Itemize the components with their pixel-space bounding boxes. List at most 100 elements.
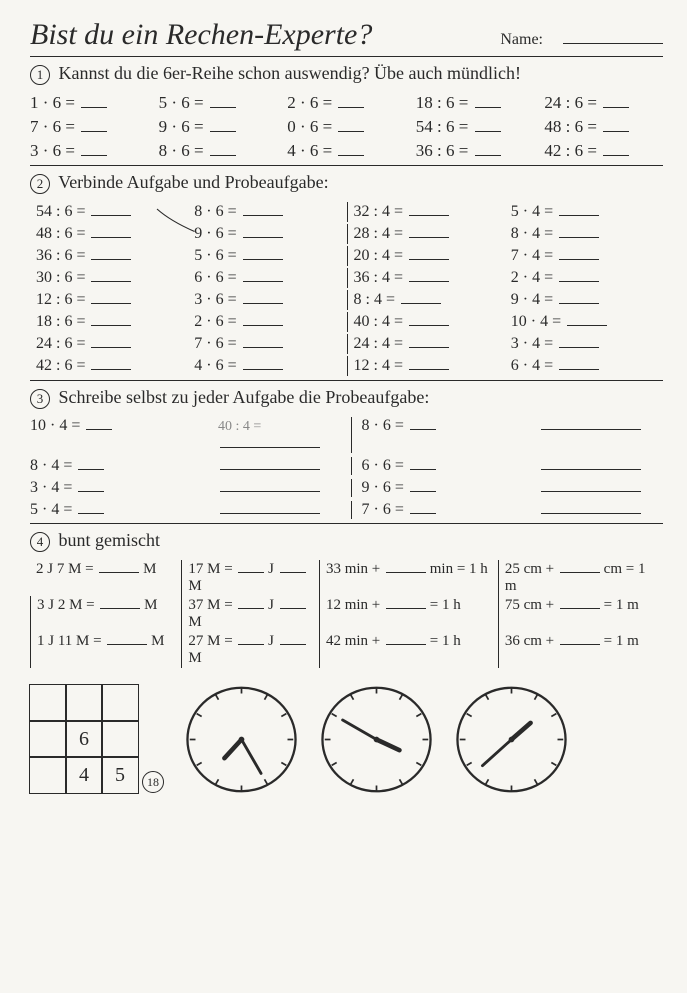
grid-cell[interactable]: [29, 720, 66, 757]
problem[interactable]: 36 : 4 =: [347, 268, 505, 288]
problem[interactable]: 42 min + = 1 h: [319, 632, 498, 668]
problem[interactable]: 27 M = J M: [181, 632, 319, 668]
problem[interactable]: 8 · 6 =: [351, 417, 531, 453]
problem[interactable]: 9 · 6 =: [159, 117, 278, 137]
problem[interactable]: 3 · 4 =: [505, 334, 663, 354]
problem[interactable]: 17 M = J M: [181, 560, 319, 596]
divider: [30, 56, 663, 57]
problem[interactable]: 20 : 4 =: [347, 246, 505, 266]
problem[interactable]: 28 : 4 =: [347, 224, 505, 244]
section-1-text: Kannst du die 6er-Reihe schon auswendig?…: [59, 63, 522, 83]
problem[interactable]: 4 · 6 =: [287, 141, 406, 161]
problem[interactable]: 36 : 6 =: [30, 246, 188, 266]
problem[interactable]: 1 J 11 M = M: [30, 632, 181, 668]
grid-cell[interactable]: 6: [65, 720, 102, 757]
problem[interactable]: 7 · 6 =: [188, 334, 346, 354]
problem[interactable]: 30 : 6 =: [30, 268, 188, 288]
problem[interactable]: 7 · 6 =: [351, 501, 531, 519]
problem[interactable]: 42 : 6 =: [544, 141, 663, 161]
problem[interactable]: 9 · 6 =: [188, 224, 346, 244]
problem[interactable]: 3 · 4 =: [30, 479, 210, 497]
problem[interactable]: 25 cm + cm = 1 m: [498, 560, 663, 596]
problem[interactable]: 8 : 4 =: [347, 290, 505, 310]
problem[interactable]: 36 cm + = 1 m: [498, 632, 663, 668]
problem[interactable]: 5 · 6 =: [159, 93, 278, 113]
clock-2: [319, 682, 434, 797]
probe-line[interactable]: [218, 457, 343, 475]
problem[interactable]: 36 : 6 =: [416, 141, 535, 161]
problem[interactable]: 3 · 6 =: [30, 141, 149, 161]
problem[interactable]: 37 M = J M: [181, 596, 319, 632]
problem[interactable]: 12 min + = 1 h: [319, 596, 498, 632]
problem[interactable]: 1 · 6 =: [30, 93, 149, 113]
probe-line[interactable]: 40 : 4 =: [218, 417, 343, 453]
problem[interactable]: 2 J 7 M = M: [30, 560, 181, 596]
problem[interactable]: 48 : 6 =: [30, 224, 188, 244]
problem[interactable]: 18 : 6 =: [30, 312, 188, 332]
problem[interactable]: 12 : 6 =: [30, 290, 188, 310]
problem[interactable]: 2 · 4 =: [505, 268, 663, 288]
circled-number-1: 1: [30, 65, 50, 85]
problem[interactable]: 33 min + min = 1 h: [319, 560, 498, 596]
problem[interactable]: 32 : 4 =: [347, 202, 505, 222]
problem[interactable]: 8 · 4 =: [30, 457, 210, 475]
problem[interactable]: 10 · 4 =: [505, 312, 663, 332]
grid-cell[interactable]: [65, 684, 102, 721]
problem[interactable]: 42 : 6 =: [30, 356, 188, 376]
problem[interactable]: 40 : 4 =: [347, 312, 505, 332]
grid-cell[interactable]: 4: [65, 756, 102, 793]
problem[interactable]: 3 · 6 =: [188, 290, 346, 310]
problem[interactable]: 4 · 6 =: [188, 356, 346, 376]
problem[interactable]: 3 J 2 M = M: [30, 596, 181, 632]
problem[interactable]: 24 : 6 =: [30, 334, 188, 354]
problem[interactable]: 6 · 4 =: [505, 356, 663, 376]
section-4-text: bunt gemischt: [59, 530, 161, 550]
problem[interactable]: 24 : 4 =: [347, 334, 505, 354]
clock-3: [454, 682, 569, 797]
probe-line[interactable]: [218, 479, 343, 497]
grid-cell[interactable]: [101, 720, 138, 757]
probe-line[interactable]: [539, 501, 664, 519]
problem[interactable]: 7 · 4 =: [505, 246, 663, 266]
problem[interactable]: 5 · 4 =: [505, 202, 663, 222]
probe-line[interactable]: [539, 479, 664, 497]
problem[interactable]: 12 : 4 =: [347, 356, 505, 376]
problem[interactable]: 5 · 6 =: [188, 246, 346, 266]
problem[interactable]: 9 · 6 =: [351, 479, 531, 497]
name-input-line[interactable]: [563, 43, 663, 44]
section-1-head: 1 Kannst du die 6er-Reihe schon auswendi…: [30, 63, 663, 85]
grid-cell[interactable]: [29, 756, 66, 793]
name-label: Name:: [500, 31, 543, 49]
problem[interactable]: 2 · 6 =: [188, 312, 346, 332]
probe-line[interactable]: [539, 417, 664, 453]
section-4-problems: 2 J 7 M = M17 M = J M33 min + min = 1 h2…: [30, 560, 663, 668]
probe-line[interactable]: [539, 457, 664, 475]
problem[interactable]: 8 · 4 =: [505, 224, 663, 244]
problem[interactable]: 75 cm + = 1 m: [498, 596, 663, 632]
problem[interactable]: 8 · 6 =: [188, 202, 346, 222]
problem[interactable]: 5 · 4 =: [30, 501, 210, 519]
problem[interactable]: 54 : 6 =: [416, 117, 535, 137]
problem[interactable]: 48 : 6 =: [544, 117, 663, 137]
circled-number-4: 4: [30, 532, 50, 552]
circled-number-2: 2: [30, 174, 50, 194]
problem[interactable]: 10 · 4 =: [30, 417, 210, 453]
problem[interactable]: 18 : 6 =: [416, 93, 535, 113]
grid-cell[interactable]: [29, 684, 66, 721]
problem[interactable]: 0 · 6 =: [287, 117, 406, 137]
problem[interactable]: 9 · 4 =: [505, 290, 663, 310]
section-3-head: 3 Schreibe selbst zu jeder Aufgabe die P…: [30, 387, 663, 409]
number-grid[interactable]: 645: [30, 685, 138, 793]
problem[interactable]: 7 · 6 =: [30, 117, 149, 137]
problem[interactable]: 6 · 6 =: [351, 457, 531, 475]
section-3-text: Schreibe selbst zu jeder Aufgabe die Pro…: [59, 387, 430, 407]
grid-cell[interactable]: 5: [101, 756, 138, 793]
problem[interactable]: 24 : 6 =: [544, 93, 663, 113]
grid-cell[interactable]: [101, 684, 138, 721]
problem[interactable]: 6 · 6 =: [188, 268, 346, 288]
probe-line[interactable]: [218, 501, 343, 519]
page-title: Bist du ein Rechen-Experte?: [30, 18, 372, 52]
problem[interactable]: 54 : 6 =: [30, 202, 188, 222]
problem[interactable]: 8 · 6 =: [159, 141, 278, 161]
problem[interactable]: 2 · 6 =: [287, 93, 406, 113]
